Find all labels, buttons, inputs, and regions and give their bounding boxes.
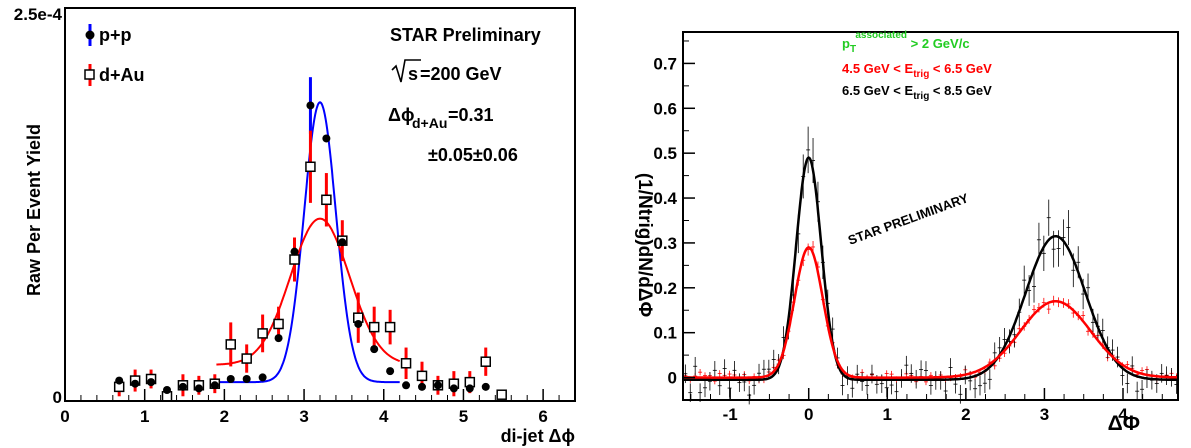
legend-pp-label: p+p bbox=[99, 25, 132, 45]
pp-point bbox=[402, 381, 411, 390]
left-panel: 0 1 2 3 4 5 6 2.5e-4 0 Raw Per Event Yield di-je… bbox=[14, 5, 576, 446]
legend-pp-marker bbox=[85, 30, 95, 40]
right-panel: -1 0 1 2 3 4 0 0.1 0.2 0.3 0.4 0.5 0.6 0.7 (1/Ntrig)d… bbox=[634, 30, 1179, 435]
pp-point bbox=[433, 381, 442, 390]
right-ytick-label: 0 bbox=[668, 369, 677, 388]
pp-point bbox=[210, 381, 219, 390]
left-xtick-label: 0 bbox=[60, 407, 69, 426]
pp-point bbox=[163, 385, 171, 394]
pp-point bbox=[115, 376, 124, 385]
left-fit-pp bbox=[216, 101, 400, 384]
right-xtick-label: 0 bbox=[804, 405, 813, 424]
pp-point bbox=[354, 319, 363, 328]
right-ytick-label: 0.3 bbox=[653, 234, 677, 253]
right-preliminary-label: STAR PRELIMINARY bbox=[846, 190, 971, 248]
right-axis-ticks: -1 0 1 2 3 4 0 0.1 0.2 0.3 0.4 0.5 0.6 0.7 bbox=[653, 40, 1163, 424]
right-ytick-label: 0.6 bbox=[653, 99, 677, 118]
left-xtick-label: 1 bbox=[140, 407, 149, 426]
width-symbol: Δϕ bbox=[388, 105, 414, 125]
width-annotation: Δϕ d+Au =0.31 ±0.05±0.06 bbox=[388, 105, 518, 165]
dau-point bbox=[496, 389, 507, 400]
right-fit-curve bbox=[682, 246, 1178, 379]
pp-point bbox=[481, 382, 490, 391]
sqrt-sign bbox=[391, 59, 421, 83]
right-ytick-label: 0.2 bbox=[653, 279, 677, 298]
right-xtick-label: 2 bbox=[961, 405, 970, 424]
energy-annotation: s =200 GeV bbox=[391, 59, 502, 84]
dau-point bbox=[416, 370, 428, 382]
right-legend: pTassociated > 2 GeV/c 4.5 GeV < Etrig <… bbox=[842, 30, 992, 102]
pp-point bbox=[449, 384, 458, 393]
left-xtick-label: 3 bbox=[299, 407, 308, 426]
left-data-points bbox=[113, 77, 507, 402]
pp-point bbox=[242, 374, 251, 383]
energy-value: =200 GeV bbox=[420, 64, 502, 84]
left-xlabel: di-jet Δϕ bbox=[501, 426, 575, 446]
pp-point bbox=[147, 378, 156, 387]
pp-point bbox=[322, 134, 331, 143]
dau-point bbox=[257, 328, 268, 339]
dau-point bbox=[368, 321, 380, 333]
dau-point bbox=[225, 339, 236, 350]
right-fit-curve bbox=[683, 156, 1178, 382]
right-ylabel: (1/Ntrig)dN/dΔΦ bbox=[634, 173, 655, 318]
pp-point bbox=[131, 379, 140, 388]
pp-point bbox=[194, 384, 203, 393]
right-xtick-label: 3 bbox=[1040, 405, 1049, 424]
pp-point bbox=[178, 382, 187, 391]
pp-point bbox=[386, 367, 395, 376]
right-ytick-label: 0.1 bbox=[653, 324, 677, 343]
left-xtick-label: 6 bbox=[538, 407, 547, 426]
width-value: =0.31 bbox=[448, 105, 494, 125]
dau-point bbox=[480, 356, 491, 367]
right-xtick-label: 1 bbox=[883, 405, 892, 424]
pp-point bbox=[306, 101, 315, 110]
dau-point bbox=[289, 254, 300, 265]
left-axis-ticks: 0 1 2 3 4 5 6 2.5e-4 0 bbox=[14, 5, 560, 426]
assoc-pt-label: pTassociated > 2 GeV/c bbox=[842, 30, 970, 55]
left-xtick-label: 2 bbox=[220, 407, 229, 426]
left-fit-dau bbox=[216, 217, 401, 366]
left-ytick-label: 0 bbox=[53, 388, 62, 407]
dau-point bbox=[305, 161, 316, 173]
pp-point bbox=[465, 384, 474, 393]
right-plot-frame bbox=[682, 31, 1179, 401]
dau-point bbox=[384, 321, 396, 333]
left-preliminary-label: STAR Preliminary bbox=[390, 25, 541, 45]
right-ytick-label: 0.7 bbox=[653, 54, 677, 73]
left-xtick-label: 5 bbox=[459, 407, 468, 426]
left-xtick-label: 4 bbox=[379, 407, 389, 426]
pp-point bbox=[418, 382, 426, 391]
pp-point bbox=[290, 247, 299, 256]
right-xlabel: ΔΦ bbox=[1108, 412, 1140, 435]
width-subscript: d+Au bbox=[412, 115, 447, 131]
pp-point bbox=[274, 334, 283, 343]
pp-point bbox=[226, 374, 235, 383]
legend-dau-label: d+Au bbox=[99, 65, 145, 85]
legend-high-trig: 6.5 GeV < Etrig < 8.5 GeV bbox=[842, 83, 992, 102]
right-ytick-label: 0.5 bbox=[653, 144, 677, 163]
dau-point bbox=[273, 318, 284, 330]
legend-dau-marker bbox=[84, 69, 95, 80]
width-errors: ±0.05±0.06 bbox=[428, 145, 518, 165]
left-fit-curves bbox=[216, 101, 401, 384]
pp-point bbox=[338, 238, 347, 247]
right-data-points bbox=[683, 126, 1179, 405]
right-fit-curves bbox=[682, 156, 1178, 382]
left-ytick-label: 2.5e-4 bbox=[14, 5, 63, 24]
dau-point bbox=[321, 194, 332, 206]
dau-point bbox=[400, 358, 412, 369]
right-xtick-label: 4 bbox=[1118, 405, 1128, 424]
energy-sqrt-arg: s bbox=[408, 64, 418, 84]
right-xtick-label: -1 bbox=[723, 405, 738, 424]
dau-point bbox=[241, 353, 252, 364]
right-ytick-label: 0.4 bbox=[653, 189, 677, 208]
legend-low-trig: 4.5 GeV < Etrig < 6.5 GeV bbox=[842, 61, 992, 80]
pp-point bbox=[370, 345, 379, 354]
left-legend: p+p d+Au bbox=[84, 24, 145, 86]
left-ylabel: Raw Per Event Yield bbox=[24, 124, 44, 296]
pp-point bbox=[258, 373, 267, 382]
